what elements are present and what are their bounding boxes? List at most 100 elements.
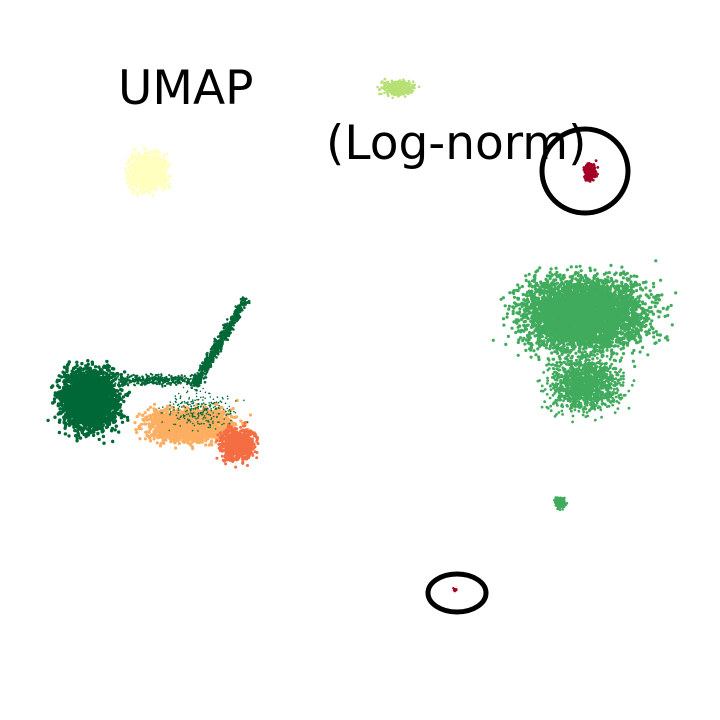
point <box>251 453 255 457</box>
point <box>75 360 79 364</box>
point <box>171 414 176 418</box>
point <box>233 415 237 420</box>
point <box>65 375 69 379</box>
point <box>223 445 227 449</box>
point <box>145 433 149 437</box>
point <box>195 437 199 441</box>
point <box>241 457 245 461</box>
point <box>152 402 157 406</box>
point <box>100 429 105 434</box>
point <box>68 375 73 379</box>
point <box>231 452 235 456</box>
point <box>78 366 82 371</box>
point <box>174 446 178 450</box>
point <box>243 448 247 451</box>
point <box>190 433 194 437</box>
point <box>215 439 219 443</box>
point <box>49 385 54 389</box>
point <box>245 433 249 437</box>
point <box>119 416 124 420</box>
point <box>109 407 113 411</box>
point <box>158 418 162 422</box>
point <box>143 422 147 426</box>
point <box>217 442 221 446</box>
point <box>228 440 232 444</box>
point <box>165 413 169 417</box>
point <box>58 418 62 422</box>
point <box>158 435 162 439</box>
point <box>90 362 95 366</box>
point <box>74 370 78 374</box>
point <box>207 429 211 433</box>
point <box>73 434 78 438</box>
point <box>171 436 175 440</box>
point <box>234 447 238 451</box>
point <box>58 407 62 411</box>
point <box>247 443 250 447</box>
point <box>224 452 228 456</box>
point <box>133 421 137 425</box>
point <box>124 393 128 397</box>
point <box>187 426 191 430</box>
point <box>137 427 141 431</box>
point <box>184 430 188 434</box>
point <box>167 435 171 439</box>
point <box>246 454 250 457</box>
point <box>219 427 223 431</box>
point <box>204 436 208 441</box>
point <box>65 366 69 370</box>
point <box>78 436 83 440</box>
point <box>249 433 252 437</box>
point <box>248 413 253 417</box>
point <box>239 439 243 443</box>
point <box>90 376 95 381</box>
point <box>235 453 238 457</box>
point <box>216 433 220 437</box>
point <box>241 460 245 464</box>
point <box>93 365 98 369</box>
point <box>238 431 242 435</box>
point <box>117 395 122 400</box>
point <box>57 411 62 415</box>
point <box>161 436 165 440</box>
point <box>255 451 259 454</box>
point <box>239 419 243 423</box>
point <box>219 431 222 435</box>
point <box>146 408 150 412</box>
point <box>218 445 222 449</box>
point <box>171 430 176 434</box>
point <box>220 417 224 421</box>
point <box>117 430 121 434</box>
point <box>143 411 147 415</box>
point <box>172 425 176 429</box>
point <box>57 430 62 435</box>
point <box>163 408 167 412</box>
point <box>155 441 159 445</box>
point <box>168 425 172 429</box>
point <box>255 438 259 442</box>
point <box>218 449 222 452</box>
point <box>230 429 234 432</box>
point <box>119 409 123 413</box>
point <box>81 371 86 375</box>
point <box>184 424 188 428</box>
point <box>57 403 61 407</box>
point <box>119 387 123 392</box>
point <box>215 456 219 460</box>
point <box>238 449 241 452</box>
point <box>146 430 150 434</box>
scatter-points <box>46 77 678 593</box>
point <box>228 454 231 458</box>
point <box>150 433 155 437</box>
point <box>201 435 205 439</box>
point <box>190 445 194 449</box>
point <box>168 418 172 422</box>
point <box>85 370 90 374</box>
point <box>207 443 211 447</box>
point <box>140 422 144 426</box>
point <box>182 440 186 444</box>
point <box>102 418 107 422</box>
point <box>225 419 229 423</box>
point <box>229 425 233 429</box>
point <box>67 434 71 438</box>
